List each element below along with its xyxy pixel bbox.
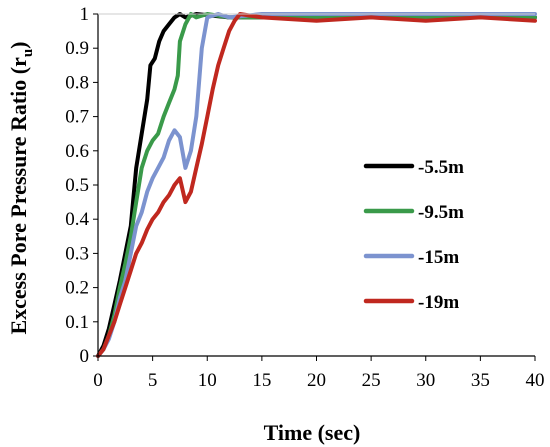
y-axis-title: Excess Pore Pressure Ratio (ru) [6, 41, 36, 334]
x-tick-label: 5 [148, 370, 158, 391]
y-tick-label: 0.3 [65, 243, 89, 264]
legend-label-0: -5.5m [418, 157, 464, 178]
legend-label-1: -9.5m [418, 202, 464, 223]
y-axis-title-main: Excess Pore Pressure Ratio (r [6, 57, 31, 335]
x-tick-label: 15 [252, 370, 271, 391]
y-tick-label: 0.4 [65, 209, 89, 230]
y-tick-label: 0.1 [65, 312, 89, 333]
x-tick-label: 30 [416, 370, 435, 391]
y-tick-label: 0.6 [65, 141, 89, 162]
x-tick-label: 20 [307, 370, 326, 391]
y-tick-label: 0.2 [65, 278, 89, 299]
y-axis-title-close: ) [6, 41, 31, 48]
legend-label-3: -19m [418, 292, 459, 313]
y-tick-label: 1 [80, 4, 90, 25]
legend-bg-1 [360, 201, 470, 221]
legend: -5.5m -9.5m -15m -19m [360, 156, 470, 313]
y-tick-label: 0.7 [65, 107, 89, 128]
y-tick-label: 0.8 [65, 72, 89, 93]
series-line-3 [96, 12, 537, 358]
legend-label-2: -15m [418, 247, 459, 268]
x-tick-label: 40 [526, 370, 545, 391]
y-tick-label: 0 [80, 346, 90, 367]
y-axis-title-subscript: u [20, 49, 36, 57]
axes-layer: 00.10.20.30.40.50.60.70.80.910 5 10 15 20 25 3… [65, 4, 544, 391]
y-tick-label: 0.5 [65, 175, 89, 196]
y-tick-label: 0.9 [65, 38, 89, 59]
legend-bg-2 [360, 246, 470, 266]
legend-bg-0 [360, 156, 470, 176]
x-tick-label: 25 [362, 370, 381, 391]
legend-bg-3 [360, 291, 470, 311]
x-axis-title: Time (sec) [264, 420, 361, 445]
x-tick-label: 35 [471, 370, 490, 391]
x-tick-label: 0 [93, 370, 103, 391]
x-tick-label: 10 [198, 370, 217, 391]
